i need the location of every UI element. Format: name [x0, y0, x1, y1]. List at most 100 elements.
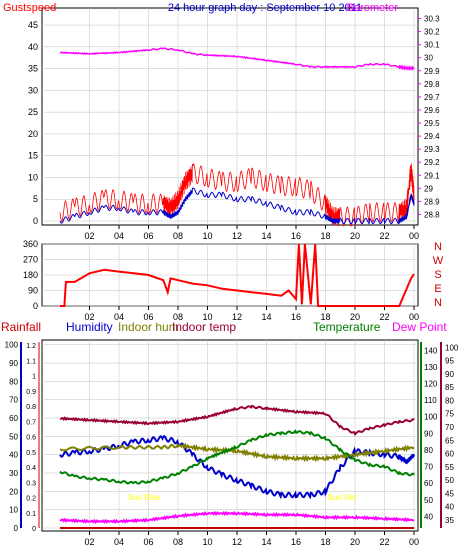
- barometer-label: Barometer: [347, 2, 399, 14]
- humidity-tick-label: 0: [14, 524, 19, 533]
- temperature-tick-label: 60: [424, 479, 433, 488]
- dew-point-tick-label: 95: [445, 357, 454, 366]
- direction-tick-label: 90: [28, 286, 38, 296]
- rainfall-tick-label: 0.5: [26, 450, 36, 457]
- x-tick-label: 20: [350, 537, 360, 547]
- x-tick-label: 10: [202, 231, 212, 241]
- temperature-line: [59, 429, 415, 485]
- gust-tick-label: 15: [28, 151, 38, 161]
- x-tick-label: 00: [409, 231, 419, 241]
- chart-title: 24 hour graph day : September 10 2011: [168, 2, 362, 14]
- sun-markers: Sun Rise Sun Set: [128, 493, 357, 502]
- dew-point-tick-label: 45: [445, 489, 454, 498]
- barometer-tick-label: 29.3: [424, 145, 440, 154]
- temperature-tick-label: 120: [424, 380, 438, 389]
- humidity-tick-label: 40: [9, 451, 18, 460]
- humidity-tick-label: 20: [9, 487, 18, 496]
- temperature-tick-label: 80: [424, 446, 433, 455]
- legend-indoor-hum: Indoor hum: [118, 320, 179, 334]
- x-tick-label: 14: [261, 231, 271, 241]
- x-tick-label: 14: [261, 537, 271, 547]
- x-tick-label: 22: [379, 231, 389, 241]
- rainfall-tick-label: 0.3: [26, 480, 36, 487]
- rainfall-tick-label: 1: [32, 374, 36, 381]
- x-tick-label: 00: [409, 537, 419, 547]
- barometer-tick-label: 29.4: [424, 132, 440, 141]
- barometer-tick-label: 30.2: [424, 28, 440, 37]
- humidity-tick-label: 50: [9, 432, 18, 441]
- dew-point-tick-label: 35: [445, 516, 454, 525]
- humidity-tick-label: 30: [9, 469, 18, 478]
- humidity-tick-label: 90: [9, 359, 18, 368]
- compass-label: N: [434, 297, 442, 309]
- rainfall-tick-label: 0: [32, 526, 36, 533]
- x-tick-label: 04: [114, 312, 124, 322]
- x-tick-label: 04: [114, 537, 124, 547]
- x-tick-label: 16: [291, 312, 301, 322]
- gustspeed-line: [59, 163, 415, 227]
- dew-point-tick-label: 100: [445, 343, 459, 352]
- barometer-axis: 28.8 28.9 29 29.1 29.2 29.3 29.4 29.5 29.6 29.7 29…: [418, 15, 440, 219]
- x-tick-label: 18: [320, 312, 330, 322]
- x-tick-label: 08: [173, 312, 183, 322]
- barometer-line: [59, 47, 415, 72]
- gustspeed-label: Gustspeed: [3, 2, 56, 14]
- panel-1-grid: [42, 8, 418, 225]
- dew-point-tick-label: 40: [445, 503, 454, 512]
- dew-point-tick-label: 80: [445, 396, 454, 405]
- panel-3-series: [59, 405, 415, 529]
- dew-point-line: [59, 510, 415, 525]
- x-tick-label: 00: [409, 312, 419, 322]
- legend-dew-point: Dew Point: [392, 320, 447, 334]
- rainfall-tick-label: 0.4: [26, 465, 36, 472]
- humidity-tick-label: 80: [9, 377, 18, 386]
- indoor-hum-line: [59, 442, 415, 463]
- legend-rainfall: Rainfall: [1, 320, 41, 334]
- x-tick-label: 02: [84, 537, 94, 547]
- temperature-tick-label: 40: [424, 512, 433, 521]
- barometer-tick-label: 29.5: [424, 119, 440, 128]
- direction-tick-label: 360: [23, 239, 38, 249]
- temperature-tick-label: 70: [424, 463, 433, 472]
- x-tick-label: 06: [143, 537, 153, 547]
- panel-2-time-axis: 02 04 06 08 10 12 14 16 18 20 22 00: [84, 306, 419, 322]
- panel-3-time-axis: 02 04 06 08 10 12 14 16 18 20 22 00: [84, 531, 419, 547]
- gust-tick-label: 35: [28, 64, 38, 74]
- sun-label: Sun Rise: [128, 493, 161, 502]
- compass-label: N: [434, 241, 442, 253]
- direction-tick-label: 180: [23, 270, 38, 280]
- x-tick-label: 20: [350, 231, 360, 241]
- x-tick-label: 04: [114, 231, 124, 241]
- dew-point-tick-label: 65: [445, 436, 454, 445]
- dew-point-tick-label: 90: [445, 370, 454, 379]
- panel-2-series: [60, 243, 415, 307]
- humidity-tick-label: 70: [9, 396, 18, 405]
- x-tick-label: 10: [202, 537, 212, 547]
- x-tick-label: 22: [379, 537, 389, 547]
- barometer-tick-label: 28.9: [424, 197, 440, 206]
- temperature-humidity-panel: 010203040506070809010000.10.20.30.40.50.…: [1, 320, 459, 547]
- compass-label: W: [433, 255, 444, 267]
- gust-tick-label: 30: [28, 85, 38, 95]
- panel-1-time-axis: 02 04 06 08 10 12 14 16 18 20 22 00: [84, 225, 419, 241]
- temperature-tick-label: 130: [424, 363, 438, 372]
- rainfall-tick-label: 0.6: [26, 435, 36, 442]
- gust-tick-label: 40: [28, 42, 38, 52]
- x-tick-label: 22: [379, 312, 389, 322]
- rainfall-tick-label: 1.1: [26, 358, 36, 365]
- rainfall-tick-label: 1.2: [26, 343, 36, 350]
- x-tick-label: 18: [320, 231, 330, 241]
- dew-point-tick-label: 60: [445, 450, 454, 459]
- barometer-tick-label: 30.1: [424, 41, 440, 50]
- humidity-tick-label: 60: [9, 414, 18, 423]
- panel-3-plot-area: [41, 339, 419, 532]
- dew-point-tick-label: 70: [445, 423, 454, 432]
- direction-tick-label: 0: [33, 301, 38, 311]
- wind-direction-line: [60, 243, 415, 307]
- compass-label: S: [434, 269, 441, 281]
- sun-label: Sun Set: [327, 493, 356, 502]
- barometer-tick-label: 28.8: [424, 210, 440, 219]
- gust-tick-label: 5: [33, 194, 38, 204]
